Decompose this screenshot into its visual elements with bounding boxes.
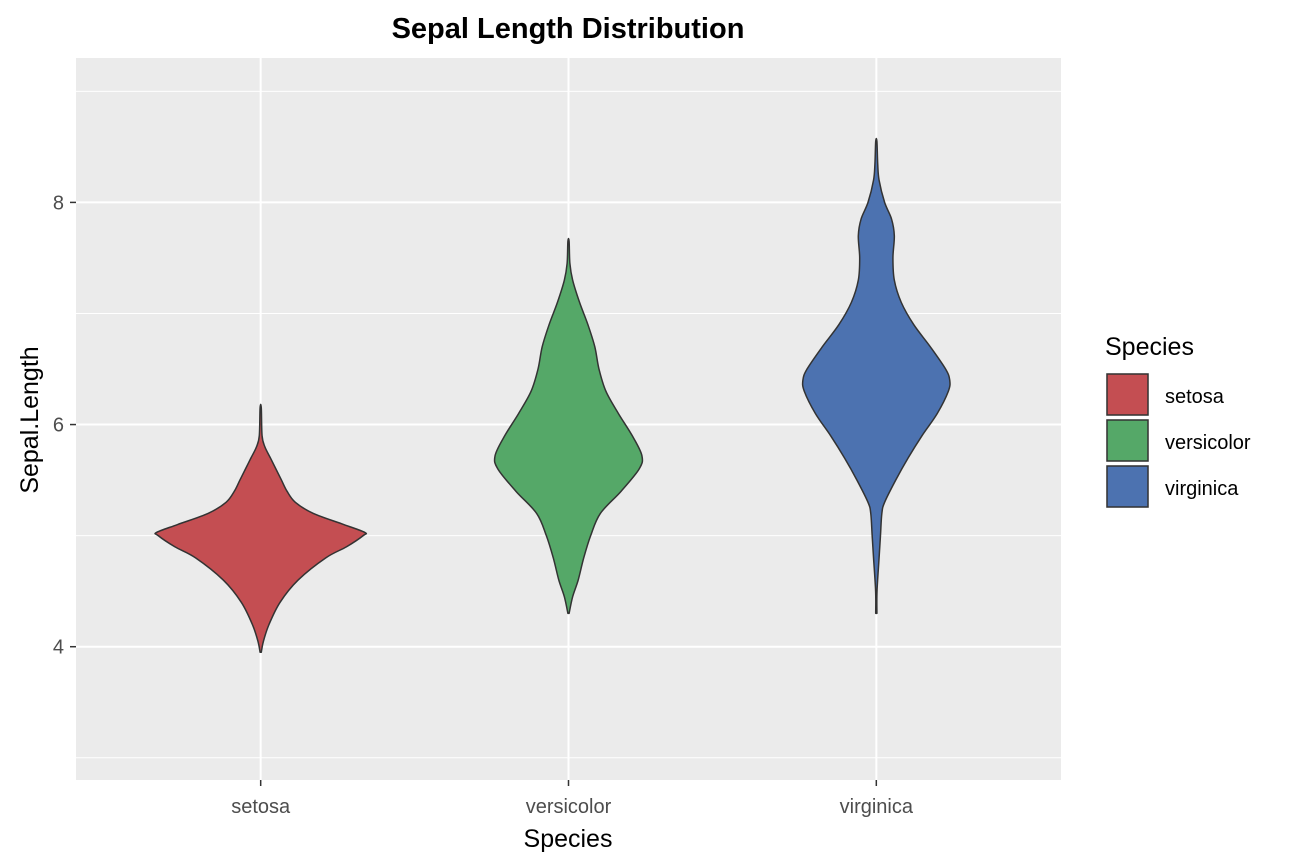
y-tick-label: 4 [53,637,64,659]
x-axis-title: Species [524,825,613,853]
legend-items: setosa versicolor virginica [1106,373,1251,508]
legend-title: Species [1105,333,1194,361]
x-axis: setosa versicolor virginica [231,780,914,818]
legend-key-versicolor [1106,419,1149,462]
legend-key-setosa [1106,373,1149,416]
y-tick-label: 6 [53,415,64,437]
violin-setosa [154,403,368,654]
chart-title: Sepal Length Distribution [392,13,745,45]
x-tick-label: virginica [840,796,914,818]
legend-label: setosa [1165,386,1225,408]
legend-label: virginica [1165,478,1239,500]
x-tick-label: setosa [231,796,291,818]
y-axis: 4 6 8 [53,192,76,659]
legend-key-virginica [1106,465,1149,508]
y-tick-label: 8 [53,192,64,214]
y-axis-title: Sepal.Length [16,346,44,493]
violins [154,137,951,654]
x-tick-label: versicolor [526,796,612,818]
violin-versicolor [493,237,644,615]
legend: Species setosa versicolor virginica [1105,333,1251,508]
violin-virginica [801,137,951,615]
legend-label: versicolor [1165,432,1251,454]
